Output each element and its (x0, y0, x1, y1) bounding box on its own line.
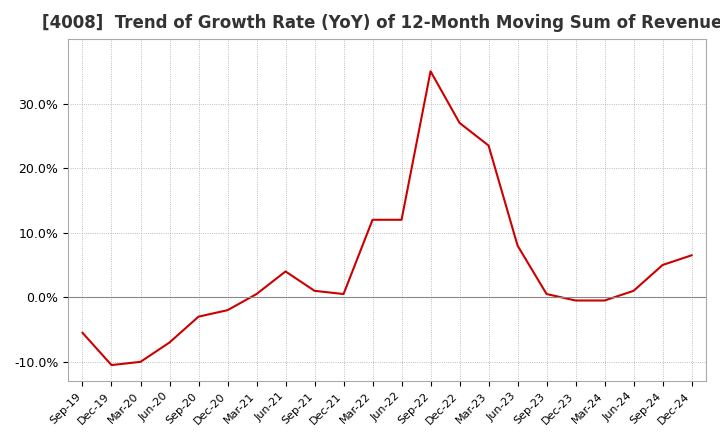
Title: [4008]  Trend of Growth Rate (YoY) of 12-Month Moving Sum of Revenues: [4008] Trend of Growth Rate (YoY) of 12-… (42, 14, 720, 32)
